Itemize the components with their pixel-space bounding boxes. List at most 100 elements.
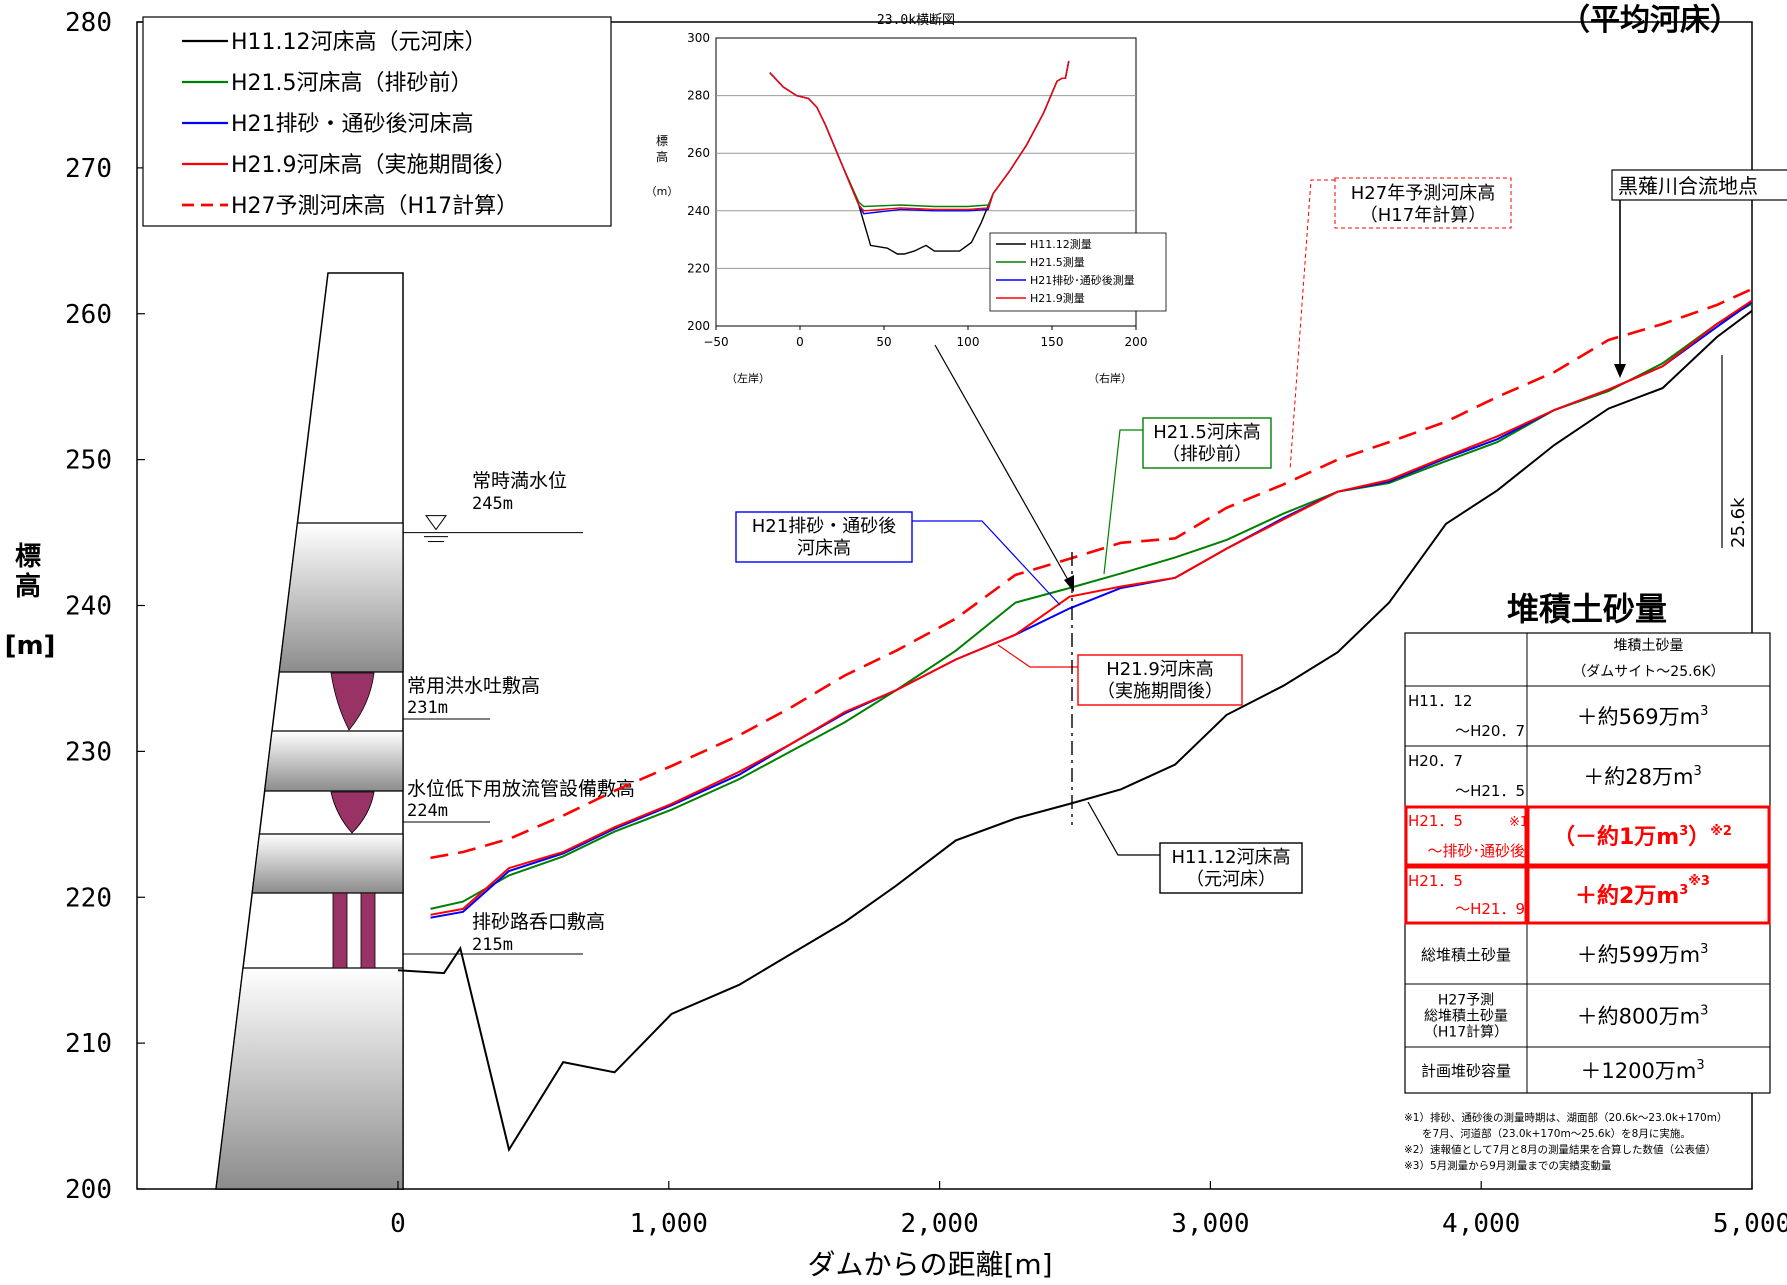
inset-right-bank: （右岸） xyxy=(1088,371,1132,385)
h21s-label: 河床高 xyxy=(797,538,851,559)
y-tick-label: 230 xyxy=(65,737,112,767)
table-row-highlight xyxy=(1526,805,1771,867)
inset-ylabel: 標 xyxy=(656,134,668,148)
h27-label: H27年予測河床高 xyxy=(1351,183,1495,204)
table-value: ＋約800万m3 xyxy=(1577,1004,1709,1029)
inset-legend-label: H21.9測量 xyxy=(1030,291,1085,305)
inset-legend-label: H11.12測量 xyxy=(1030,237,1092,251)
h219-leader xyxy=(997,644,1078,668)
table-value: ＋約599万m3 xyxy=(1577,942,1709,967)
series-line xyxy=(430,287,1753,860)
x-axis-label: ダムからの距離[m] xyxy=(807,1248,1052,1281)
x-tick-label: 5,000 xyxy=(1713,1209,1787,1239)
table-label: 計画堆砂容量 xyxy=(1421,1062,1511,1080)
table-value: ＋1200万m3 xyxy=(1580,1058,1704,1083)
y-tick-label: 210 xyxy=(65,1029,112,1059)
y-tick-label: 250 xyxy=(65,446,112,476)
inset-x-tick-label: 200 xyxy=(1125,335,1148,349)
x-tick-label: 1,000 xyxy=(630,1209,708,1239)
inset-y-tick-label: 220 xyxy=(687,261,710,275)
kurobishi-arrowhead xyxy=(1614,364,1626,378)
inset-series-line xyxy=(769,60,1070,212)
inset-x-tick-label: 50 xyxy=(876,335,891,349)
ylabel-3: [m] xyxy=(5,631,56,661)
main-axes: 200 210 220 230 240 250 260 270 280 0 1,000 2,000 3,… xyxy=(65,8,1787,1239)
table-value: ＋約2万m3※3 xyxy=(1575,874,1710,909)
table-row-highlight xyxy=(1404,865,1528,925)
h27-box xyxy=(1334,177,1512,229)
dam-block xyxy=(251,833,404,894)
sand-value: 215m xyxy=(472,935,513,955)
x-tick-label: 3,000 xyxy=(1171,1209,1249,1239)
dam-block xyxy=(215,967,404,1190)
table-row-highlight xyxy=(1526,865,1771,925)
inset-x-tick-label: −50 xyxy=(703,335,728,349)
table-period: H21．5 xyxy=(1408,872,1463,890)
sediment-table: 堆積土砂量堆積土砂量（ダムサイト～25.6K）H11．12～H20．7＋約569… xyxy=(1404,590,1771,1172)
inset-title: 23.0k横断図 xyxy=(877,13,955,28)
table-note: ※3）5月測量から9月測量までの実績変動量 xyxy=(1404,1159,1612,1172)
inset-y-tick-label: 200 xyxy=(687,319,710,333)
ylabel-1: 標 xyxy=(15,542,41,572)
inset-x-tick-label: 150 xyxy=(1041,335,1064,349)
y-tick-label: 200 xyxy=(65,1175,112,1205)
table-value: ＋約569万m3 xyxy=(1577,704,1709,729)
h1112-label: H11.12河床高 xyxy=(1171,847,1290,868)
h219-label: （実施期間後） xyxy=(1097,681,1223,702)
table-label: （H17計算） xyxy=(1424,1025,1508,1041)
h27-label: （H17年計算） xyxy=(1360,205,1486,226)
table-mark: ※1 xyxy=(1509,815,1528,830)
inset-y-tick-label: 280 xyxy=(687,89,710,103)
inset-cross-section: 23.0k横断図 200 220 240 260 280 300 −50 0 50 100 150 20… xyxy=(646,13,1167,385)
h27-leader xyxy=(1289,179,1335,471)
water-level-value: 245m xyxy=(472,494,513,514)
table-label: 総堆積土砂量 xyxy=(1424,1009,1508,1025)
spill-value: 231m xyxy=(407,698,448,718)
legend-label: H21排砂・通砂後河床高 xyxy=(231,112,474,137)
h21s-leader xyxy=(912,520,1061,606)
table-header: （ダムサイト～25.6K） xyxy=(1572,664,1724,680)
table-period: ～H20．7 xyxy=(1455,722,1525,740)
dam-block xyxy=(278,522,404,673)
kurobishi-box xyxy=(1611,169,1787,201)
table-note: を7月、河道部（23.0k+170m～25.6k）を8月に実施。 xyxy=(1422,1127,1691,1140)
ylabel-2: 高 xyxy=(15,571,41,602)
low-label: 水位低下用放流管設備敷高 xyxy=(407,778,635,800)
table-note: ※2）速報値として7月と8月の測量結果を合算した数値（公表値） xyxy=(1404,1143,1716,1156)
inset-pointer xyxy=(934,344,1073,588)
water-level-icon xyxy=(425,515,447,531)
x-tick-label: 0 xyxy=(390,1209,406,1239)
series-line xyxy=(397,309,1753,1153)
y-tick-label: 240 xyxy=(65,592,112,622)
main-series xyxy=(397,287,1753,1153)
table-label: H27予測 xyxy=(1438,993,1494,1009)
sand-pipe xyxy=(360,892,376,969)
h219-box xyxy=(1077,654,1243,706)
spill-label: 常用洪水吐敷高 xyxy=(407,675,540,697)
table-value: ＋約28万m3 xyxy=(1583,764,1701,789)
outlet-shape xyxy=(330,791,375,834)
annotations: H27年予測河床高（H17年計算） 黒薙川合流地点 25.6k H21.5河床高（排砂… xyxy=(735,169,1787,894)
legend-label: H21.9河床高（実施期間後） xyxy=(231,153,517,178)
h1112-label: （元河床） xyxy=(1186,869,1276,890)
inset-legend-label: H21排砂･通砂後測量 xyxy=(1030,273,1135,287)
y-tick-label: 280 xyxy=(65,8,112,38)
inset-x-tick-label: 100 xyxy=(957,335,980,349)
table-row-highlight xyxy=(1404,805,1528,867)
inset-y-tick-label: 240 xyxy=(687,204,710,218)
legend: H11.12河床高（元河床） H21.5河床高（排砂前） H21排砂・通砂後河床高 H… xyxy=(142,16,612,227)
inset-y-tick-label: 260 xyxy=(687,146,710,160)
h215-leader xyxy=(1103,429,1143,575)
inset-legend-label: H21.5測量 xyxy=(1030,255,1085,269)
y-tick-label: 270 xyxy=(65,154,112,184)
legend-label: H11.12河床高（元河床） xyxy=(231,30,487,55)
legend-label: H27予測河床高（H17計算） xyxy=(231,194,518,219)
inset-pointer-head xyxy=(1064,575,1074,592)
table-frame xyxy=(1404,632,1771,1094)
table-period: ～H21．9 xyxy=(1455,900,1525,918)
y-tick-label: 220 xyxy=(65,883,112,913)
table-note: ※1）排砂、通砂後の測量時期は、湖面部（20.6k～23.0k+170m） xyxy=(1404,1111,1727,1124)
table-period: H21．5 xyxy=(1408,812,1463,830)
